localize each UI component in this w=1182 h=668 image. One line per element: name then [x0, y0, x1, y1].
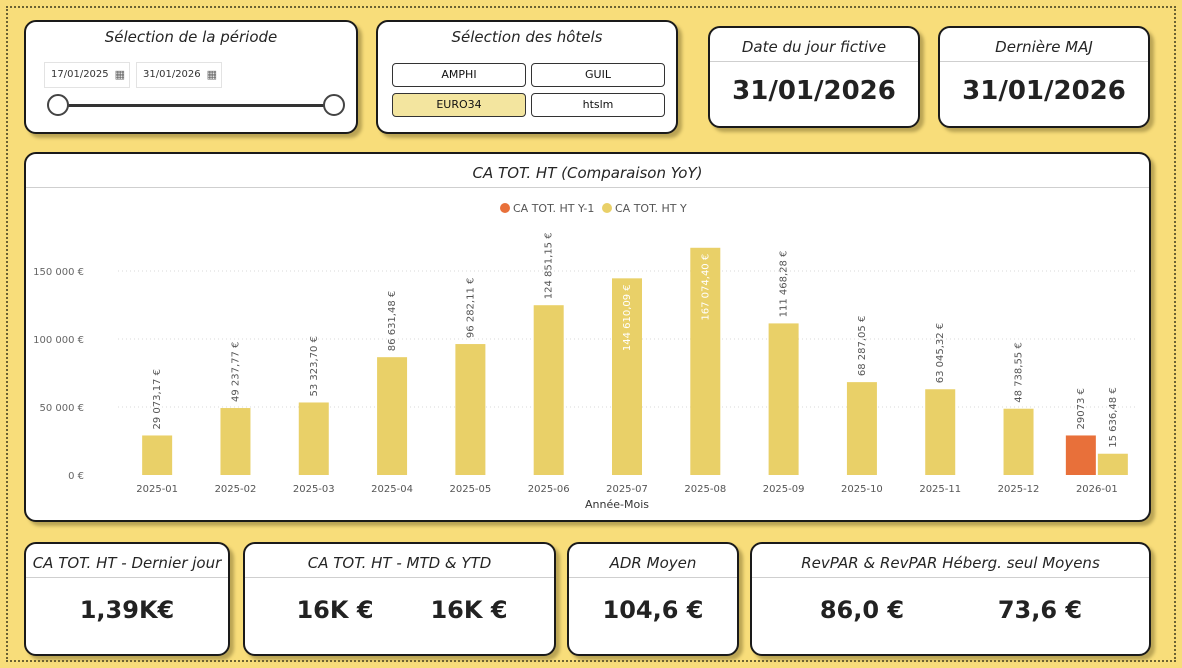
bar-data-label: 167 074,40 €: [700, 254, 711, 321]
legend-label-0: CA TOT. HT Y-1: [513, 202, 594, 215]
start-date-value: 17/01/2025: [51, 69, 109, 80]
last-day-kpi-card: CA TOT. HT - Dernier jour 1,39K€: [24, 542, 230, 656]
fictive-date-title: Date du jour fictive: [710, 28, 918, 62]
bar-data-label: 63 045,32 €: [935, 323, 946, 383]
x-tick-label: 2025-11: [919, 484, 961, 495]
bar-y-2025-02[interactable]: [220, 408, 251, 475]
bar-y-2025-07[interactable]: [612, 278, 642, 475]
hotel-button-euro34[interactable]: EURO34: [392, 93, 526, 117]
revpar-kpi-value: 86,0 €: [819, 596, 905, 624]
x-axis-label: Année-Mois: [585, 498, 649, 511]
legend-label-1: CA TOT. HT Y: [615, 202, 687, 215]
bar-y-2025-01[interactable]: [142, 435, 173, 475]
x-tick-label: 2025-06: [528, 484, 570, 495]
bar-y-2025-09[interactable]: [768, 323, 799, 475]
bar-y-2025-11[interactable]: [925, 389, 956, 475]
adr-kpi-value: 104,6 €: [602, 596, 704, 624]
x-tick-label: 2025-01: [136, 484, 178, 495]
last-update-value: 31/01/2026: [962, 76, 1126, 106]
legend-marker-1[interactable]: [602, 203, 612, 213]
bar-y-2025-03[interactable]: [298, 402, 329, 475]
revenue-chart-card: CA TOT. HT (Comparaison YoY) CA TOT. HT …: [24, 152, 1151, 522]
x-tick-label: 2025-09: [763, 484, 805, 495]
dashboard-frame: [6, 6, 1176, 662]
x-tick-label: 2025-02: [215, 484, 257, 495]
y-tick-label: 50 000 €: [39, 403, 84, 414]
hotel-button-htslm[interactable]: htslm: [531, 93, 665, 117]
bar-data-label: 15 636,48 €: [1108, 387, 1119, 447]
end-date-value: 31/01/2026: [143, 69, 201, 80]
mtd-kpi-value: 16K €: [296, 596, 374, 624]
fictive-date-card: Date du jour fictive 31/01/2026: [708, 26, 920, 128]
bar-data-label: 124 851,15 €: [544, 232, 555, 299]
ytd-kpi-value: 16K €: [430, 596, 508, 624]
hotel-slicer-title: Sélection des hôtels: [451, 28, 603, 46]
bar-y-2025-08[interactable]: [690, 247, 721, 475]
start-date-input[interactable]: 17/01/2025 ▦: [44, 62, 130, 88]
y-tick-label: 100 000 €: [33, 335, 84, 346]
hotel-slicer-card: Sélection des hôtels AMPHI GUIL EURO34 htsl…: [376, 20, 678, 134]
bar-y-2025-06[interactable]: [533, 305, 564, 475]
chart-title: CA TOT. HT (Comparaison YoY): [26, 154, 1149, 188]
x-tick-label: 2025-12: [998, 484, 1040, 495]
bar-y-1-2026-01[interactable]: [1065, 435, 1096, 475]
last-update-title: Dernière MAJ: [940, 28, 1148, 62]
period-slider-start-handle[interactable]: [47, 94, 69, 116]
bar-data-label: 53 323,70 €: [309, 336, 320, 396]
adr-kpi-card: ADR Moyen 104,6 €: [567, 542, 739, 656]
legend-marker-0[interactable]: [500, 203, 510, 213]
mtd-ytd-kpi-card: CA TOT. HT - MTD & YTD 16K € 16K €: [243, 542, 556, 656]
calendar-icon[interactable]: ▦: [114, 68, 125, 81]
end-date-input[interactable]: 31/01/2026 ▦: [136, 62, 222, 88]
bar-data-label: 68 287,05 €: [857, 316, 868, 376]
bar-y-2025-05[interactable]: [455, 344, 486, 475]
revpar-kpi-card: RevPAR & RevPAR Héberg. seul Moyens 86,0…: [750, 542, 1151, 656]
bar-data-label: 29073 €: [1076, 388, 1087, 429]
x-tick-label: 2025-05: [449, 484, 491, 495]
y-tick-label: 0 €: [68, 471, 84, 482]
revpar-heb-kpi-value: 73,6 €: [997, 596, 1083, 624]
x-tick-label: 2026-01: [1076, 484, 1118, 495]
bar-y-2025-10[interactable]: [846, 382, 877, 475]
revenue-bar-chart: CA TOT. HT Y-1 CA TOT. HT Y 0 € 50 000 € 100…: [33, 202, 1136, 511]
adr-kpi-title: ADR Moyen: [569, 544, 737, 578]
hotel-button-guil[interactable]: GUIL: [531, 63, 665, 87]
x-tick-label: 2025-07: [606, 484, 648, 495]
revpar-kpi-title: RevPAR & RevPAR Héberg. seul Moyens: [752, 544, 1149, 578]
period-slicer-title: Sélection de la période: [104, 28, 278, 46]
last-day-kpi-title: CA TOT. HT - Dernier jour: [26, 544, 228, 578]
period-slider-track[interactable]: [57, 104, 333, 107]
bar-data-label: 144 610,09 €: [622, 284, 633, 351]
bar-data-label: 48 738,55 €: [1014, 342, 1025, 402]
bar-data-label: 49 237,77 €: [230, 342, 241, 402]
bar-data-label: 29 073,17 €: [152, 369, 163, 429]
y-tick-label: 150 000 €: [33, 267, 84, 278]
calendar-icon[interactable]: ▦: [206, 68, 217, 81]
bar-y-2025-04[interactable]: [377, 357, 408, 475]
x-tick-label: 2025-04: [371, 484, 413, 495]
x-tick-label: 2025-03: [293, 484, 335, 495]
bar-y-2025-12[interactable]: [1003, 408, 1034, 475]
last-day-kpi-value: 1,39K€: [79, 596, 175, 624]
period-slider-end-handle[interactable]: [323, 94, 345, 116]
x-tick-label: 2025-08: [684, 484, 726, 495]
bar-data-label: 96 282,11 €: [465, 278, 476, 338]
mtd-ytd-kpi-title: CA TOT. HT - MTD & YTD: [245, 544, 554, 578]
bar-y-2026-01[interactable]: [1097, 453, 1128, 475]
hotel-button-amphi[interactable]: AMPHI: [392, 63, 526, 87]
x-tick-label: 2025-10: [841, 484, 883, 495]
bar-data-label: 86 631,48 €: [387, 291, 398, 351]
period-slicer-card: Sélection de la période 17/01/2025 ▦ 31/…: [24, 20, 358, 134]
fictive-date-value: 31/01/2026: [732, 76, 896, 106]
last-update-card: Dernière MAJ 31/01/2026: [938, 26, 1150, 128]
bar-data-label: 111 468,28 €: [779, 251, 790, 318]
